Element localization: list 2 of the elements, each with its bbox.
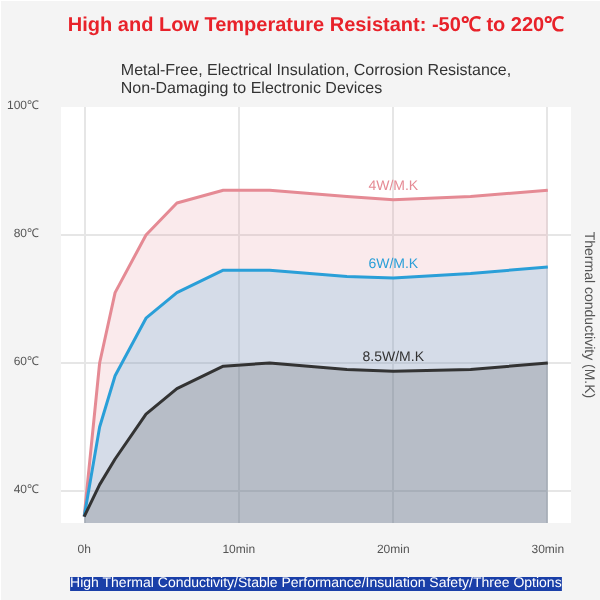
chart-subtitle: Metal-Free, Electrical Insulation, Corrosion Resistance, Non-Damaging to Electronic Devices	[120, 61, 512, 97]
chart-title: High and Low Temperature Resistant: -50℃ to 220℃	[67, 15, 565, 37]
